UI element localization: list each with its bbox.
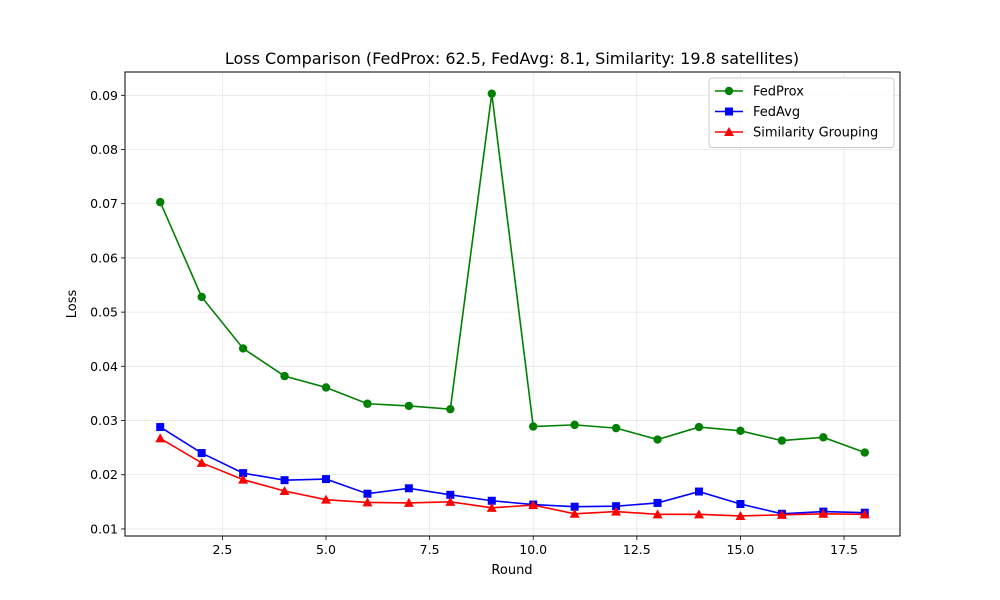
- y-axis-label: Loss: [65, 290, 80, 319]
- data-point-similarity-grouping: [279, 486, 290, 496]
- data-point-fedprox: [819, 433, 828, 442]
- data-point-fedavg: [570, 502, 579, 511]
- x-tick-label: 5.0: [316, 542, 336, 557]
- data-point-fedprox: [197, 292, 206, 302]
- data-point-fedprox: [777, 436, 787, 445]
- data-point-similarity-grouping: [486, 502, 497, 512]
- data-point-similarity-grouping: [859, 509, 870, 519]
- data-point-fedprox: [570, 420, 579, 430]
- y-tick-label: 0.02: [90, 467, 118, 482]
- series-similarity-grouping: [155, 433, 870, 520]
- legend-item-fedprox: FedProx: [715, 85, 804, 100]
- data-point-similarity-grouping: [155, 433, 166, 443]
- data-point-fedavg: [736, 500, 745, 509]
- data-point-similarity-grouping: [818, 508, 829, 518]
- data-point-fedavg: [446, 490, 455, 499]
- y-tick-label: 0.08: [90, 142, 118, 157]
- legend-item-similarity-grouping: Similarity Grouping: [715, 126, 878, 141]
- series: [155, 89, 870, 520]
- legend-box: [708, 77, 895, 148]
- y-tick-label: 0.06: [90, 250, 118, 265]
- x-tick-label: 15.0: [727, 542, 755, 557]
- data-point-fedprox: [363, 399, 372, 408]
- y-tick-label: 0.05: [90, 305, 118, 320]
- data-point-fedprox: [446, 404, 455, 414]
- data-point-similarity-grouping: [776, 509, 787, 519]
- data-point-similarity-grouping: [693, 509, 704, 519]
- data-point-fedprox: [238, 344, 248, 353]
- data-point-fedavg: [322, 475, 331, 484]
- legend: FedProx FedAvg Similarity Grouping: [708, 77, 895, 148]
- data-point-fedavg: [404, 484, 413, 493]
- data-point-fedavg: [156, 423, 165, 432]
- data-point-similarity-grouping: [362, 497, 373, 507]
- data-point-fedprox: [611, 423, 621, 433]
- x-tick-label: 2.5: [212, 542, 232, 557]
- x-tick-label: 10.0: [519, 542, 547, 557]
- chart-title: Loss Comparison (FedProx: 62.5, FedAvg: …: [225, 49, 799, 68]
- data-point-similarity-grouping: [528, 500, 539, 510]
- data-point-fedavg: [197, 449, 206, 458]
- data-point-fedprox: [694, 422, 704, 432]
- data-point-similarity-grouping: [403, 497, 414, 507]
- data-point-similarity-grouping: [445, 496, 456, 506]
- data-point-similarity-grouping: [735, 510, 746, 520]
- axes-ticks: 2.5 5.0 7.5 10.0 12.5 15.0 17.5 0.01 0.02 0.03 0.0…: [90, 88, 858, 557]
- data-point-fedprox: [487, 89, 496, 98]
- legend-marker: [724, 86, 734, 96]
- data-point-fedavg: [653, 498, 662, 507]
- y-tick-label: 0.07: [90, 196, 118, 211]
- series-line-similarity-grouping: [159, 437, 865, 517]
- y-tick-label: 0.03: [90, 413, 118, 428]
- series-line-fedprox: [159, 93, 866, 454]
- data-point-fedprox: [280, 371, 289, 381]
- y-tick-label: 0.04: [90, 359, 118, 374]
- data-point-fedprox: [156, 197, 165, 207]
- legend-item-fedavg: FedAvg: [715, 105, 800, 120]
- legend-marker: [724, 127, 734, 136]
- x-tick-label: 7.5: [420, 542, 440, 557]
- legend-label: FedAvg: [753, 105, 800, 120]
- data-point-fedprox: [653, 435, 662, 444]
- data-point-similarity-grouping: [321, 494, 332, 504]
- data-point-fedprox: [321, 383, 331, 392]
- data-point-fedprox: [736, 426, 745, 436]
- data-point-fedavg: [612, 502, 621, 511]
- data-point-fedprox: [529, 422, 538, 431]
- series-fedprox: [156, 89, 869, 457]
- data-point-similarity-grouping: [611, 506, 622, 516]
- data-point-similarity-grouping: [652, 509, 663, 519]
- y-tick-label: 0.09: [90, 88, 118, 103]
- data-point-fedprox: [404, 401, 414, 411]
- y-tick-label: 0.01: [90, 521, 118, 536]
- series-line-fedavg: [159, 426, 865, 515]
- data-point-fedavg: [363, 489, 372, 498]
- x-axis-label: Round: [491, 563, 532, 578]
- data-point-fedavg: [694, 487, 703, 496]
- legend-label: Similarity Grouping: [753, 126, 878, 141]
- data-point-fedavg: [239, 469, 248, 478]
- plot-frame: [124, 71, 901, 537]
- x-tick-label: 12.5: [623, 542, 651, 557]
- data-point-similarity-grouping: [196, 457, 207, 467]
- legend-marker: [725, 107, 733, 116]
- data-point-similarity-grouping: [238, 474, 249, 484]
- legend-label: FedProx: [753, 85, 804, 100]
- data-point-fedprox: [860, 448, 869, 457]
- x-tick-label: 17.5: [830, 542, 858, 557]
- data-point-fedavg: [487, 496, 496, 505]
- data-point-fedavg: [280, 476, 289, 485]
- data-point-similarity-grouping: [569, 508, 580, 518]
